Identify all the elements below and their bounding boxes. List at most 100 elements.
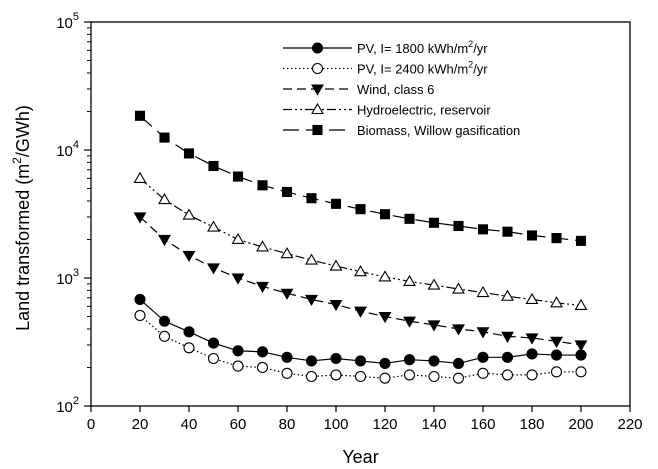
data-point <box>134 110 146 121</box>
y-tick-label: 105 <box>56 11 79 32</box>
data-point <box>305 294 318 307</box>
data-point <box>158 315 171 327</box>
series-line <box>139 216 582 346</box>
x-tick-label: 0 <box>87 416 95 433</box>
x-tick-label: 20 <box>132 416 149 433</box>
data-point <box>305 370 318 383</box>
legend-item: Wind, class 6 <box>283 82 434 97</box>
series-2 <box>133 212 588 352</box>
data-point <box>379 372 391 384</box>
data-point <box>329 300 343 312</box>
data-point <box>575 366 587 378</box>
data-point <box>355 204 366 215</box>
data-point <box>452 324 465 336</box>
data-point <box>575 235 587 246</box>
x-tick-label: 220 <box>617 416 642 433</box>
data-point <box>550 366 563 378</box>
data-point <box>452 282 465 294</box>
legend-item: Hydroelectric, reservoir <box>283 103 491 118</box>
data-point <box>354 265 367 277</box>
data-point <box>427 278 441 290</box>
data-point <box>182 250 196 263</box>
data-point <box>476 327 490 339</box>
legend-label: Wind, class 6 <box>357 82 434 97</box>
data-point <box>232 171 244 182</box>
data-point <box>256 240 269 252</box>
data-point <box>207 220 220 232</box>
x-tick-label: 40 <box>181 416 198 433</box>
data-point <box>354 370 367 383</box>
series-3 <box>133 171 588 311</box>
data-point <box>330 198 342 209</box>
legend-marker <box>311 102 324 115</box>
data-point <box>550 336 563 348</box>
data-point <box>428 355 440 367</box>
data-point <box>133 171 147 183</box>
x-tick-label: 180 <box>519 416 544 433</box>
data-point <box>378 270 392 282</box>
data-point <box>354 306 367 318</box>
data-point <box>208 160 219 172</box>
legend-marker <box>311 42 324 54</box>
data-point <box>329 259 343 271</box>
data-point <box>207 337 220 349</box>
data-point <box>305 253 318 265</box>
data-point <box>158 192 171 205</box>
data-point <box>305 355 318 367</box>
legend-item: PV, I= 2400 kWh/m2/yr <box>283 60 488 77</box>
legend-item: PV, I= 1800 kWh/m2/yr <box>283 39 488 56</box>
data-point <box>256 346 269 358</box>
data-point <box>256 361 269 374</box>
data-point <box>207 263 220 275</box>
legend-marker <box>312 124 323 136</box>
x-tick-label: 80 <box>279 416 296 433</box>
data-point <box>477 351 489 363</box>
y-tick-label: 103 <box>56 267 79 288</box>
data-point <box>452 372 465 384</box>
legend-label: PV, I= 2400 kWh/m2/yr <box>357 60 488 77</box>
x-tick-label: 60 <box>230 416 247 433</box>
data-point <box>427 320 441 332</box>
data-point <box>525 333 539 345</box>
series-4 <box>134 110 587 246</box>
data-point <box>404 213 415 224</box>
data-point <box>477 367 489 379</box>
legend-label: Biomass, Willow gasification <box>357 123 520 138</box>
data-point <box>207 352 220 365</box>
data-point <box>476 285 490 298</box>
x-tick-label: 140 <box>421 416 446 433</box>
data-point <box>134 309 146 321</box>
data-point <box>526 369 538 381</box>
legend-label: Hydroelectric, reservoir <box>357 103 491 118</box>
data-point <box>232 360 244 372</box>
data-point <box>183 326 195 338</box>
data-point <box>183 342 195 354</box>
x-tick-label: 200 <box>568 416 593 433</box>
data-point <box>330 369 342 381</box>
data-point <box>281 367 293 379</box>
data-point <box>575 349 587 361</box>
data-point <box>428 217 440 228</box>
data-point <box>183 148 195 159</box>
data-point <box>134 293 146 305</box>
data-point <box>551 233 562 244</box>
data-point <box>330 352 342 365</box>
data-point <box>526 230 538 241</box>
y-tick-label: 104 <box>56 139 79 160</box>
x-axis-title: Year <box>342 447 378 467</box>
data-point <box>501 351 514 363</box>
data-point <box>403 316 416 328</box>
legend-label: PV, I= 1800 kWh/m2/yr <box>357 39 488 56</box>
data-point <box>550 349 563 361</box>
data-point <box>280 247 294 259</box>
data-point <box>158 330 171 342</box>
axes: 0 20 40 60 80 100 120 140 160 180 200 220 102 103 104 1… <box>56 11 642 433</box>
data-point <box>256 281 269 293</box>
series-0 <box>134 293 587 369</box>
data-point <box>232 345 244 357</box>
plot-frame <box>90 21 631 407</box>
data-point <box>231 273 245 285</box>
data-point <box>477 224 489 235</box>
data-point <box>574 298 588 311</box>
